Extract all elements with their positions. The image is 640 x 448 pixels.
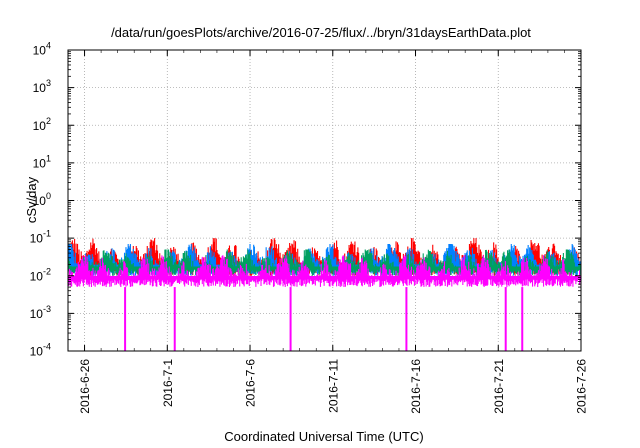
x-tick-label: 2016-7-6: [244, 359, 258, 407]
x-tick-label: 2016-7-16: [409, 359, 423, 414]
chart-title: /data/run/goesPlots/archive/2016-07-25/f…: [111, 25, 531, 40]
x-tick-label: 2016-7-26: [575, 359, 589, 414]
x-tick-label: 2016-7-21: [492, 359, 506, 414]
series-line-4: [68, 255, 581, 288]
series-layer: [68, 238, 581, 351]
x-axis-label: Coordinated Universal Time (UTC): [224, 429, 423, 444]
x-tick-label: 2016-7-11: [326, 359, 340, 413]
x-tick-label: 2016-7-1: [161, 359, 175, 407]
x-tick-label: 2016-6-26: [78, 359, 92, 414]
y-axis-label: cSv/day: [24, 176, 39, 223]
grid: [68, 50, 581, 351]
x-axis: 2016-6-26 2016-7-1 2016-7-6 2016-7-11 2016-7…: [67, 50, 589, 414]
